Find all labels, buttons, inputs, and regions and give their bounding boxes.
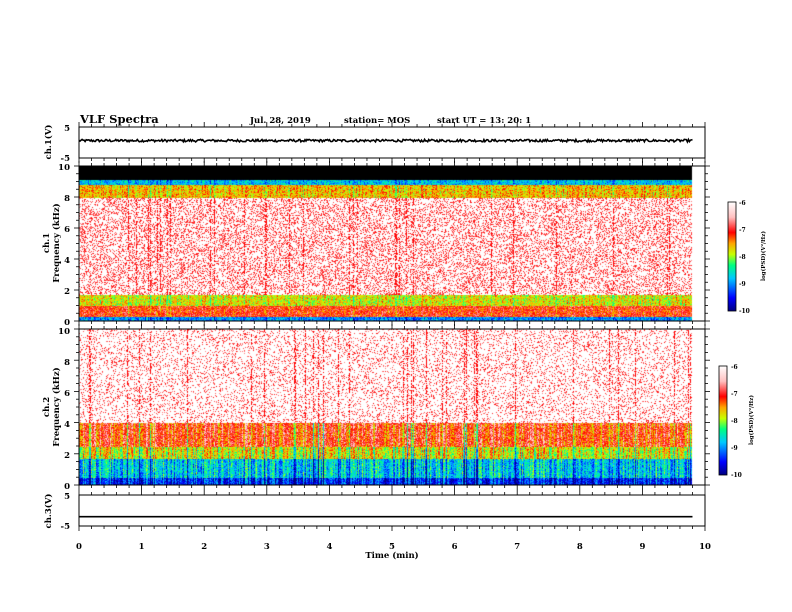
ch1-ytick-6: 6 xyxy=(64,225,70,235)
ch1-spectrogram-panel: 0 2 4 6 8 10 ch.1 Frequency (kHz) -6 -7 … xyxy=(42,161,767,328)
ch1-cbtick-m8: -8 xyxy=(739,254,746,261)
ch1-waveform-background xyxy=(79,127,705,158)
ch2-spectrogram-image xyxy=(79,329,705,485)
ch1-waveform-trace xyxy=(78,137,693,144)
time-tick-label: 6 xyxy=(452,542,458,552)
time-tick-label: 3 xyxy=(264,542,270,552)
time-tick-label: 5 xyxy=(389,542,395,552)
ch2-spectrogram-ylabel-frequency: Frequency (kHz) xyxy=(51,367,62,446)
ch1-waveform-panel: 5 -5 ch.1(V) xyxy=(43,122,706,164)
ch2-colorbar xyxy=(718,365,728,476)
station-label: station= MOS xyxy=(344,116,410,126)
time-tick-label: 10 xyxy=(699,542,711,552)
ch1-spectrogram-ylabel-frequency: Frequency (kHz) xyxy=(51,203,62,282)
ch1-ytick-2: 2 xyxy=(64,287,70,297)
ch1-cbtick-m7: -7 xyxy=(739,227,746,234)
ch1-cbtick-m9: -9 xyxy=(739,281,746,288)
start-time-label: start UT = 13: 20: 1 xyxy=(437,116,531,126)
time-tick-label: 4 xyxy=(326,542,332,552)
time-tick-label: 2 xyxy=(201,542,207,552)
ch1-colorbar-label: log(PSD)(V²/Hz) xyxy=(760,231,767,281)
time-tick-label: 9 xyxy=(639,542,645,552)
ch1-ytick-10: 10 xyxy=(58,163,70,173)
ch3-x-ticks xyxy=(78,490,706,531)
ch1-ytick-4: 4 xyxy=(64,256,70,266)
ch2-ytick-10: 10 xyxy=(58,327,70,337)
ch3-waveform-ylabel: ch.3(V) xyxy=(43,494,54,529)
ch2-cbtick-m7: -7 xyxy=(731,391,738,398)
time-tick-label: 1 xyxy=(139,542,145,552)
ch2-cbtick-m6: -6 xyxy=(731,364,738,371)
ch1-ytick-top: 5 xyxy=(64,124,70,134)
ch1-spectrogram-ticks xyxy=(74,161,710,326)
ch3-waveform-panel: 5 -5 ch.3(V) xyxy=(43,490,706,532)
ch1-cbtick-m6: -6 xyxy=(739,200,746,207)
ch1-spectrogram-image xyxy=(79,166,705,321)
ch2-ytick-0: 0 xyxy=(64,482,70,492)
ch3-waveform-background xyxy=(79,495,705,526)
ch2-ytick-2: 2 xyxy=(64,451,70,461)
ch1-waveform-ylabel: ch.1(V) xyxy=(43,125,54,160)
ch1-colorbar xyxy=(727,201,737,312)
ch2-ytick-4: 4 xyxy=(64,420,70,430)
time-axis-label: Time (min) xyxy=(365,550,418,561)
ch3-ytick-bottom: -5 xyxy=(61,522,71,532)
figure-title: VLF Spectra xyxy=(79,112,159,126)
ch2-cbtick-m10: -10 xyxy=(731,472,742,479)
time-tick-label: 7 xyxy=(514,542,520,552)
ch2-ytick-8: 8 xyxy=(64,358,70,368)
ch1-ytick-bottom: -5 xyxy=(61,154,71,164)
ch3-ytick-top: 5 xyxy=(64,492,70,502)
ch2-cbtick-m8: -8 xyxy=(731,418,738,425)
ch1-spectrogram-ylabel-channel: ch.1 xyxy=(42,233,52,253)
time-tick-label: 8 xyxy=(577,542,583,552)
date-label: Jul. 28, 2019 xyxy=(249,116,311,126)
ch2-colorbar-label: log(PSD)(V²/Hz) xyxy=(748,395,755,445)
time-tick-label: 0 xyxy=(76,542,82,552)
ch1-cbtick-m10: -10 xyxy=(739,308,750,315)
time-axis-ticklabels: 0 1 2 3 4 5 6 7 8 9 10 xyxy=(76,542,711,552)
ch2-ytick-6: 6 xyxy=(64,389,70,399)
ch1-ytick-8: 8 xyxy=(64,194,70,204)
ch2-spectrogram-ylabel-channel: ch.2 xyxy=(42,397,52,417)
ch1-ytick-0: 0 xyxy=(64,318,70,328)
ch2-spectrogram-panel: 0 2 4 6 8 10 ch.2 Frequency (kHz) -6 -7 … xyxy=(42,324,755,492)
ch2-spectrogram-ticks xyxy=(74,324,710,490)
ch2-cbtick-m9: -9 xyxy=(731,445,738,452)
